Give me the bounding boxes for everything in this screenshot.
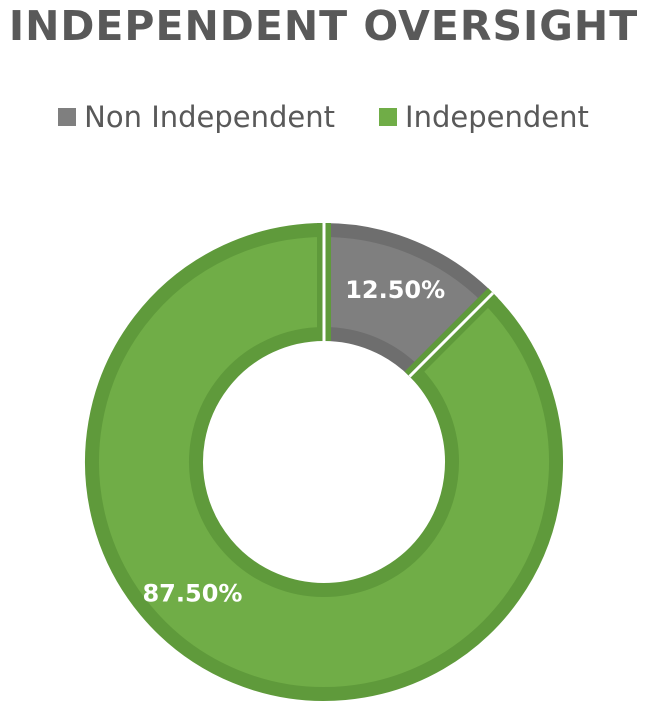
- slice-separator: [408, 291, 495, 378]
- legend-label-independent: Independent: [405, 100, 589, 134]
- data-label-non-independent: 12.50%: [345, 276, 445, 304]
- legend-label-non-independent: Non Independent: [84, 100, 336, 134]
- chart-legend: Non Independent Independent: [0, 100, 647, 134]
- legend-item-non-independent: Non Independent: [58, 100, 335, 134]
- donut-slice-independent: [85, 222, 563, 701]
- data-label-independent: 87.50%: [142, 580, 242, 608]
- chart-title: INDEPENDENT OVERSIGHT: [8, 2, 639, 50]
- legend-item-independent: Independent: [379, 100, 589, 134]
- legend-swatch-independent: [379, 108, 398, 126]
- legend-swatch-non-independent: [58, 108, 77, 126]
